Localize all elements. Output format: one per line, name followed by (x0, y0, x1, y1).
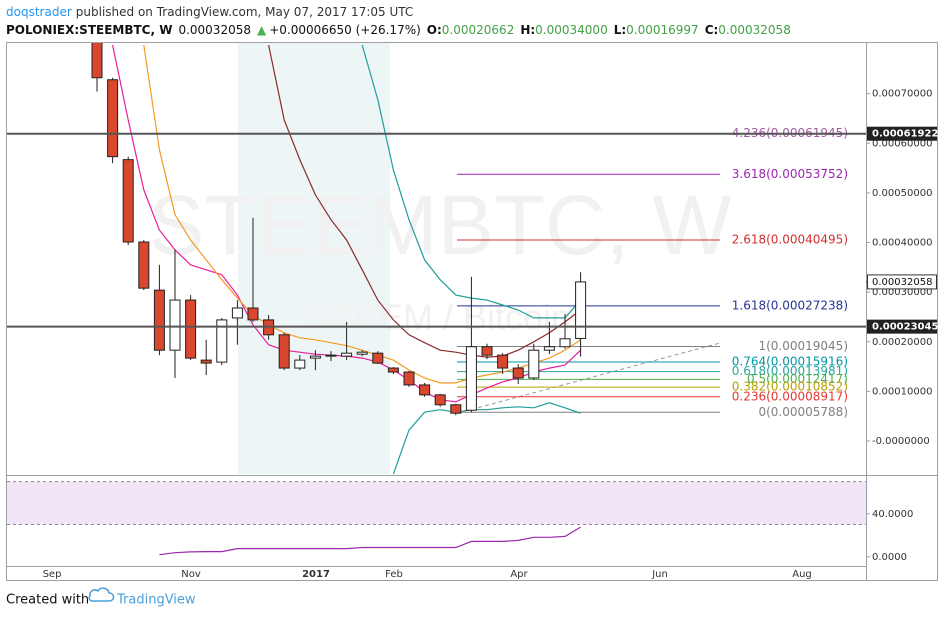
osc-y-tick-label: 0.0000 (872, 552, 907, 563)
candle-body (200, 359, 212, 364)
y-tick-label: 0.00070000 (872, 89, 932, 100)
candle-body (512, 367, 524, 379)
y-tick-label: 0.00040000 (872, 238, 932, 249)
symbol: POLONIEX:STEEMBTC, W (6, 23, 172, 37)
x-tick-label: Nov (181, 569, 201, 580)
ohlc-label: O: (427, 23, 442, 37)
ohlc-value: 0.00032058 (718, 23, 791, 37)
x-tick-label: Sep (43, 569, 62, 580)
candle-body (481, 346, 493, 356)
candle-body (325, 354, 337, 357)
candle-body (465, 346, 477, 411)
osc-y-tick-label: 40.0000 (872, 509, 913, 520)
fib-label: 2.618(0.00040495) (732, 233, 848, 247)
main-pane: 4.236(0.00061945)3.618(0.00053752)2.618(… (91, 43, 848, 474)
ohlc-value: 0.00016997 (626, 23, 699, 37)
fib-label: 0.764(0.00015916) (732, 355, 848, 369)
watermark-sub: STEEM / Bitcoin (309, 297, 571, 338)
candle-body (122, 159, 134, 243)
price-line-box (867, 319, 937, 334)
footer-created: Created with (6, 593, 89, 608)
price-line-label: 0.00061922 (872, 129, 938, 140)
fib-label: 3.618(0.00053752) (732, 167, 848, 181)
change-arrow: ▲ (257, 23, 267, 37)
x-tick-label: Aug (792, 569, 812, 580)
candle-body (278, 334, 290, 369)
candle-body (372, 352, 384, 364)
y-tick-label: 0.00050000 (872, 188, 932, 199)
candle-body (403, 371, 415, 386)
oscillator-pane (7, 481, 866, 556)
candle-body (543, 346, 555, 351)
shaded-range (238, 43, 390, 474)
ohlc-label: L: (614, 23, 626, 37)
ohlc-value: 0.00034000 (535, 23, 608, 37)
candle-body (341, 352, 353, 357)
candle-body (309, 355, 321, 359)
candle-body (575, 281, 587, 339)
candle-body (419, 384, 431, 396)
x-tick-label: Feb (385, 569, 403, 580)
candle-body (450, 404, 462, 414)
author-link[interactable]: doqstrader (6, 5, 72, 19)
symbol-line: POLONIEX:STEEMBTC, W 0.00032058 ▲ +0.000066… (6, 23, 791, 37)
candle-body (559, 338, 571, 348)
last-value: 0.00032058 (178, 23, 251, 37)
fib-label: 1(0.00019045) (758, 339, 848, 353)
published: published on TradingView.com, May 07, 20… (76, 5, 413, 19)
price-line-label: 0.00023045 (872, 322, 938, 333)
x-tick-label: Apr (510, 569, 528, 580)
candle-body (107, 79, 119, 158)
oscillator-band-fill (7, 481, 866, 525)
indicator-line (268, 44, 581, 358)
fib-label: 1.618(0.00027238) (732, 298, 848, 312)
candle-body (294, 359, 306, 369)
fib-label: 0(0.00005788) (758, 405, 848, 419)
ohlc-value: 0.00020662 (442, 23, 515, 37)
candle-body (247, 307, 259, 321)
y-tick-label: 0.00010000 (872, 386, 932, 397)
candle-body (434, 394, 446, 406)
ohlc-label: H: (520, 23, 535, 37)
candle-body (169, 299, 181, 351)
candle-body (153, 289, 165, 351)
ohlc-label: C: (705, 23, 719, 37)
candle-body (497, 354, 509, 369)
candle-body (387, 367, 399, 373)
price-line-box (867, 126, 937, 141)
x-tick-label: Jun (651, 569, 668, 580)
candle-body (528, 349, 540, 379)
y-tick-label: 0.00060000 (872, 138, 932, 149)
last-price-box (867, 274, 937, 290)
y-tick-label: 0.00020000 (872, 337, 932, 348)
tradingview-logo (88, 587, 115, 602)
change: +0.00006650 (+26.17%) (269, 23, 421, 37)
trend-line (457, 342, 721, 414)
header-line: doqstrader published on TradingView.com, … (6, 5, 413, 19)
indicator-line (392, 402, 581, 474)
oscillator-line (159, 526, 581, 556)
x-tick-label: 2017 (302, 569, 330, 580)
candle-body (185, 299, 197, 359)
footer-brand[interactable]: TradingView (116, 593, 196, 608)
fib-label: 0.5(0.00012417) (747, 372, 848, 386)
last-price-label: 0.00032058 (872, 277, 932, 288)
candle-body (216, 319, 228, 363)
fib-label: 0.236(0.00008917) (732, 389, 848, 403)
candle-body (231, 307, 243, 319)
fib-label: 0.382(0.00010852) (732, 380, 848, 394)
y-tick-label: 0.00030000 (872, 287, 932, 298)
y-tick-label: -0.0000000 (872, 436, 930, 447)
watermark: STEEMBTC, W (148, 178, 731, 272)
candle-body (91, 43, 103, 79)
candle-body (138, 241, 150, 289)
fib-label: 0.618(0.00013981) (732, 364, 848, 378)
candle-body (356, 351, 368, 355)
